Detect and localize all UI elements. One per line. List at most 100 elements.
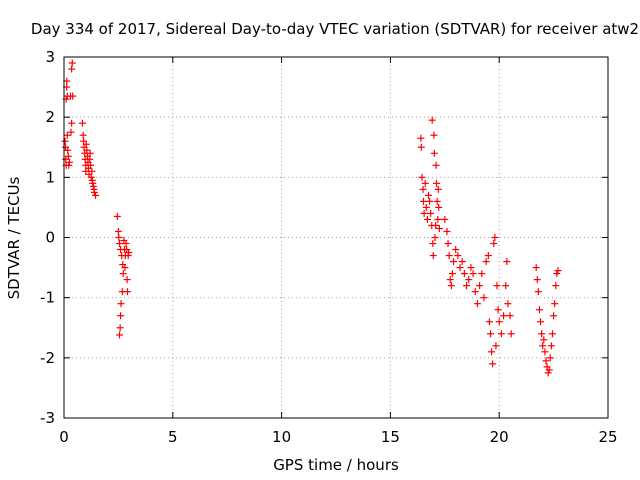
data-point <box>443 227 451 235</box>
data-point <box>87 173 95 181</box>
data-point <box>491 234 499 241</box>
data-point <box>445 252 453 260</box>
data-point <box>433 197 441 205</box>
data-point <box>446 276 454 284</box>
y-tick-label: 3 <box>45 48 55 66</box>
data-point <box>458 258 466 266</box>
data-point <box>448 270 456 278</box>
data-point <box>419 185 427 193</box>
data-point <box>447 282 455 290</box>
data-point <box>497 330 505 338</box>
data-point <box>79 131 87 139</box>
data-point <box>504 300 512 308</box>
y-tick-label: 2 <box>45 108 55 126</box>
data-point <box>432 161 440 169</box>
data-point <box>116 324 124 332</box>
data-point <box>119 270 127 278</box>
data-point <box>68 59 76 67</box>
data-point <box>428 116 436 124</box>
data-point <box>64 146 72 154</box>
x-tick-label: 20 <box>490 428 509 446</box>
x-tick-label: 10 <box>272 428 291 446</box>
data-point <box>121 264 129 272</box>
data-point <box>503 258 511 266</box>
data-point <box>123 276 131 284</box>
data-point <box>64 152 72 160</box>
data-point <box>417 143 425 151</box>
data-point <box>421 179 429 187</box>
data-point <box>422 203 430 211</box>
data-point <box>485 318 493 326</box>
data-point <box>539 342 547 350</box>
data-point <box>434 215 442 223</box>
data-point <box>450 258 458 266</box>
data-point <box>490 240 498 248</box>
data-point <box>492 342 500 350</box>
data-point <box>488 348 496 356</box>
data-point <box>429 240 437 248</box>
data-point <box>113 212 121 220</box>
data-point <box>86 149 94 157</box>
data-point <box>82 140 90 148</box>
data-point <box>426 197 434 205</box>
data-point <box>423 215 431 223</box>
data-point <box>115 240 123 248</box>
x-tick-label: 5 <box>168 428 178 446</box>
data-point <box>502 282 510 290</box>
data-point <box>486 330 494 338</box>
data-point <box>441 215 449 223</box>
data-point <box>429 252 437 260</box>
data-point <box>545 366 553 374</box>
data-point <box>78 119 86 127</box>
data-point <box>493 282 501 290</box>
data-point <box>87 161 95 169</box>
data-point <box>469 270 477 278</box>
data-point <box>494 306 502 314</box>
data-point <box>431 234 439 241</box>
data-point <box>433 179 441 187</box>
data-point <box>456 264 464 272</box>
data-point <box>546 354 554 362</box>
data-point <box>444 240 452 248</box>
data-point <box>460 270 468 278</box>
data-point <box>69 92 77 100</box>
data-point <box>454 252 462 260</box>
data-point <box>478 270 486 278</box>
x-tick-label: 0 <box>59 428 69 446</box>
data-point <box>551 300 559 308</box>
data-point <box>434 185 442 193</box>
y-tick-label: -1 <box>40 289 55 307</box>
data-point <box>534 288 542 296</box>
data-point <box>473 300 481 308</box>
data-point <box>507 330 515 338</box>
data-point <box>544 369 552 377</box>
data-point <box>533 276 541 284</box>
data-point <box>89 182 97 190</box>
data-point <box>542 357 550 365</box>
y-axis-label: SDTVAR / TECUs <box>5 176 23 299</box>
data-point <box>90 188 98 196</box>
data-point <box>68 65 76 73</box>
x-tick-label: 15 <box>381 428 400 446</box>
data-point <box>430 131 438 139</box>
data-point <box>552 282 560 290</box>
data-point <box>541 348 549 356</box>
data-point <box>115 331 123 339</box>
data-point <box>553 270 561 278</box>
data-point <box>540 336 548 344</box>
data-point <box>495 318 503 326</box>
data-point <box>532 264 540 272</box>
y-tick-label: 1 <box>45 168 55 186</box>
data-point <box>420 209 428 217</box>
data-point <box>115 234 123 241</box>
data-point <box>89 179 97 187</box>
data-point <box>63 131 71 139</box>
data-point <box>476 282 484 290</box>
data-point <box>83 146 91 154</box>
y-tick-label: 0 <box>45 229 55 247</box>
data-point <box>117 312 125 320</box>
data-point <box>122 240 130 248</box>
data-point <box>535 306 543 314</box>
data-point <box>465 276 473 284</box>
